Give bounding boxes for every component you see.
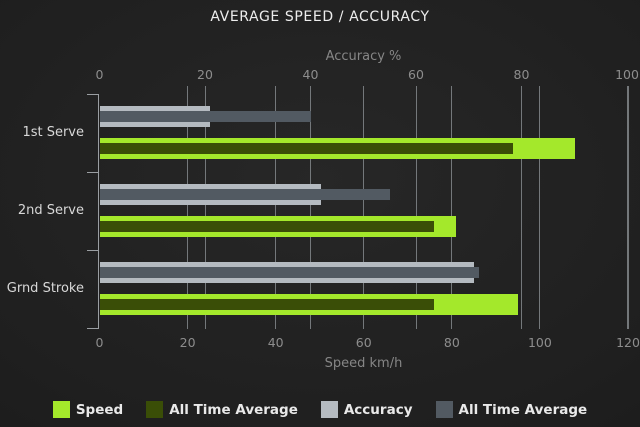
legend-label-speed-0: Speed — [75, 401, 124, 418]
legend-swatch-all-time-average-1 — [146, 401, 164, 418]
y-tick-0 — [87, 94, 99, 95]
tick-label-bottom-100: 100 — [527, 335, 552, 350]
legend-item-all-time-average-1: All Time Average — [146, 401, 298, 418]
gridline-bottom-80 — [451, 86, 453, 329]
legend-label-accuracy-2: Accuracy — [343, 401, 413, 418]
chart-title: AVERAGE SPEED / ACCURACY — [210, 9, 430, 25]
tick-label-top-0: 0 — [95, 67, 104, 82]
legend-item-all-time-average-3: All Time Average — [435, 401, 588, 418]
tick-label-bottom-60: 60 — [355, 335, 372, 350]
tick-label-bottom-120: 120 — [616, 335, 640, 350]
bottom-axis-title: Speed km/h — [324, 356, 403, 371]
y-tick-2 — [87, 250, 99, 251]
legend: Speed All Time Average Accuracy All Time Av… — [0, 400, 640, 419]
tick-label-top-100: 100 — [615, 67, 639, 82]
gridline-bottom-40 — [275, 86, 277, 329]
top-axis-title: Accuracy % — [325, 49, 402, 64]
legend-swatch-speed-0 — [52, 401, 70, 418]
legend-label-all-time-average-3: All Time Average — [458, 401, 588, 418]
bar-all-time-average-top-1st-serve — [100, 111, 311, 122]
y-tick-1 — [87, 172, 99, 173]
bar-all-time-average-top-grnd-stroke — [100, 267, 480, 278]
gridline-top-80 — [521, 86, 522, 329]
gridline-bottom-60 — [363, 86, 365, 329]
y-axis-line — [98, 94, 99, 329]
y-tick-3 — [87, 328, 99, 329]
tick-label-top-20: 20 — [197, 67, 213, 82]
tick-label-bottom-0: 0 — [95, 335, 104, 350]
bar-all-time-average-bottom-2nd-serve — [100, 221, 435, 232]
legend-item-accuracy-2: Accuracy — [320, 401, 413, 418]
category-label-grnd-stroke: Grnd Stroke — [6, 281, 84, 296]
tick-label-bottom-80: 80 — [443, 335, 460, 350]
gridline-top-40 — [310, 86, 311, 329]
category-label-1st-serve: 1st Serve — [22, 125, 84, 140]
bar-all-time-average-bottom-grnd-stroke — [100, 299, 435, 310]
tick-label-top-40: 40 — [302, 67, 319, 82]
gridline-top-60 — [415, 86, 417, 329]
gridline-bottom-120 — [627, 86, 629, 329]
gridline-bottom-100 — [539, 86, 541, 329]
tick-label-top-60: 60 — [408, 67, 424, 82]
category-label-2nd-serve: 2nd Serve — [17, 203, 84, 218]
legend-label-all-time-average-1: All Time Average — [169, 401, 298, 418]
tick-label-bottom-20: 20 — [179, 335, 196, 350]
bar-all-time-average-top-2nd-serve — [100, 189, 390, 200]
legend-swatch-all-time-average-3 — [435, 401, 453, 418]
tick-label-bottom-40: 40 — [267, 335, 284, 350]
tick-label-top-80: 80 — [513, 67, 530, 82]
gridline-top-20 — [204, 86, 206, 329]
legend-item-speed-0: Speed — [52, 401, 124, 418]
bar-all-time-average-bottom-1st-serve — [100, 143, 514, 154]
gridline-bottom-20 — [187, 86, 189, 329]
legend-swatch-accuracy-2 — [320, 401, 338, 418]
gridline-top-100 — [626, 86, 628, 329]
